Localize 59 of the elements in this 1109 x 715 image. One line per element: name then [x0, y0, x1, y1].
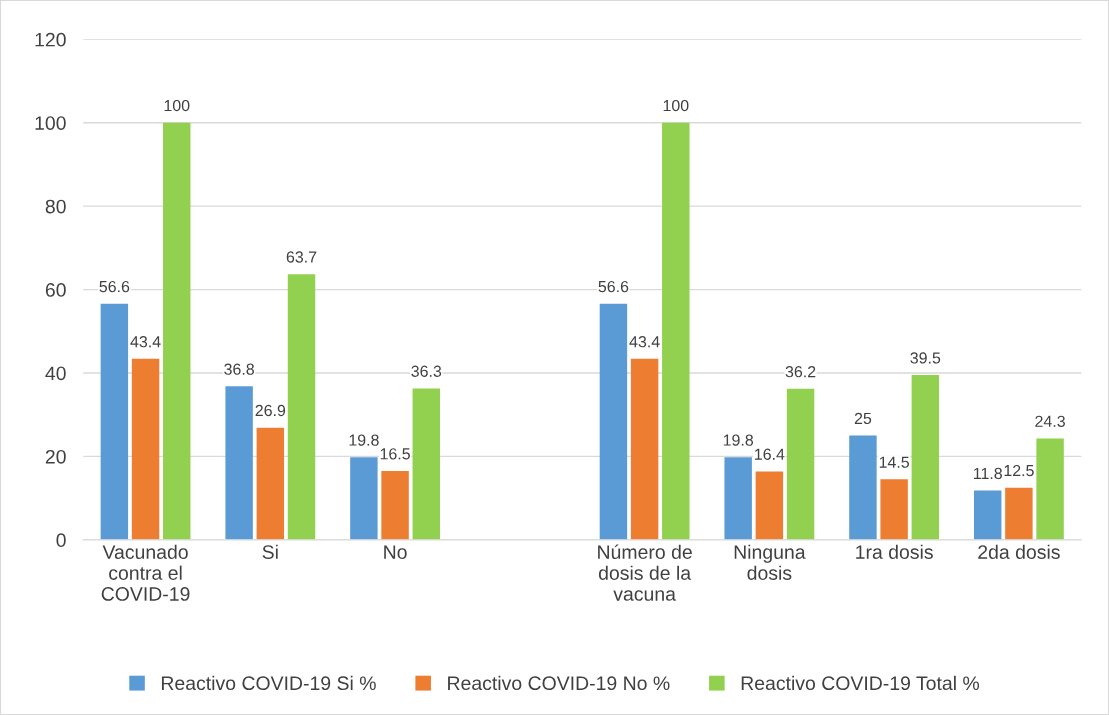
- data-label: 63.7: [286, 251, 317, 263]
- data-label: 14.5: [879, 456, 910, 468]
- data-label: 100: [663, 99, 689, 112]
- bar: [911, 375, 940, 540]
- bar: [412, 388, 440, 540]
- bar: [1036, 438, 1064, 540]
- data-label: 43.4: [130, 336, 161, 348]
- y-tick-label: 0: [56, 533, 66, 548]
- data-label: 12.5: [1004, 464, 1034, 477]
- x-tick-label: Ninguna dosis: [734, 544, 806, 580]
- bar: [225, 386, 253, 540]
- y-tick-label: 40: [45, 366, 66, 381]
- x-tick-label: Número de dosis de la vacuna: [598, 544, 692, 601]
- bar: [630, 358, 659, 540]
- y-tick-label: 20: [45, 449, 66, 464]
- bar: [849, 435, 877, 540]
- bar: [131, 358, 160, 540]
- data-label: 19.8: [723, 434, 754, 446]
- bar: [880, 479, 908, 540]
- bar: [724, 457, 752, 540]
- bar: [381, 471, 409, 540]
- data-label: 36.8: [224, 363, 254, 375]
- data-label: 25: [854, 412, 872, 425]
- data-label: 43.4: [629, 336, 660, 348]
- data-label: 11.8: [973, 467, 1002, 480]
- x-tick-label: 1ra dosis: [856, 544, 933, 559]
- bar: [599, 303, 628, 540]
- data-label: 36.3: [411, 365, 442, 377]
- data-label: 16.4: [755, 448, 785, 460]
- data-label: 24.3: [1035, 415, 1065, 427]
- y-tick-label: 60: [45, 283, 66, 297]
- x-tick-label: 2da dosis: [978, 544, 1060, 559]
- x-tick-label: No: [384, 545, 407, 559]
- bar: [1005, 487, 1033, 540]
- data-label: 39.5: [910, 352, 941, 364]
- data-label: 56.6: [99, 280, 130, 293]
- y-tick-label: 120: [35, 32, 66, 47]
- bar: [350, 457, 378, 540]
- x-tick-label: Si: [262, 544, 278, 559]
- bar: [973, 490, 1002, 540]
- bar: [786, 388, 815, 540]
- bar: [256, 427, 285, 540]
- x-tick-label: Vacunado contra el COVID-19: [101, 544, 190, 601]
- data-label: 19.8: [349, 434, 379, 446]
- data-label: 36.2: [785, 366, 816, 378]
- legend-label: Reactivo COVID-19 Si %: [161, 675, 376, 691]
- y-tick-label: 80: [45, 199, 66, 214]
- data-label: 26.9: [255, 404, 286, 417]
- legend-label: Reactivo COVID-19 No %: [448, 675, 670, 691]
- bar: [163, 122, 191, 540]
- bar: [100, 303, 129, 540]
- bar: [287, 274, 316, 540]
- data-label: 56.6: [598, 280, 629, 293]
- data-label: 100: [164, 99, 190, 112]
- bar: [662, 122, 690, 540]
- y-tick-label: 100: [35, 116, 66, 130]
- legend-label: Reactivo COVID-19 Total %: [741, 675, 980, 691]
- bar: [755, 471, 784, 540]
- data-label: 16.5: [380, 448, 410, 460]
